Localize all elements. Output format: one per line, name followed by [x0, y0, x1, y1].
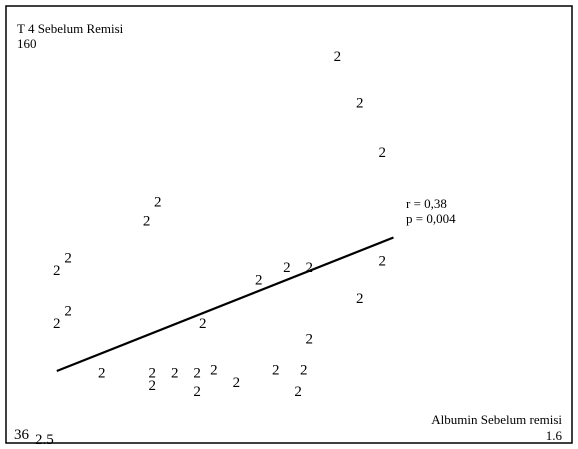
- data-point: 2: [154, 195, 162, 211]
- correlation-p-label: p = 0,004: [406, 211, 456, 226]
- data-point: 2: [193, 366, 201, 382]
- y-axis-max-label: 160: [17, 36, 37, 51]
- plot-frame: [5, 5, 573, 444]
- data-point: 2: [53, 316, 61, 332]
- data-point: 2: [210, 362, 218, 378]
- data-point: 2: [148, 378, 156, 394]
- data-point: 2: [356, 95, 364, 111]
- data-point: 2: [379, 145, 387, 161]
- data-point: 2: [98, 366, 106, 382]
- data-point: 2: [334, 49, 342, 65]
- data-point: 2: [306, 260, 314, 276]
- data-point: 2: [53, 263, 61, 279]
- data-point: 2: [148, 366, 156, 382]
- data-point: 2: [143, 213, 151, 229]
- data-point: 2: [193, 384, 201, 400]
- y-axis-title: T 4 Sebelum Remisi: [17, 21, 124, 36]
- regression-line: [56, 236, 394, 373]
- data-point: 2: [64, 251, 72, 267]
- data-point: 2: [294, 384, 302, 400]
- data-point: 2: [283, 260, 291, 276]
- x-axis-max-label: 1.6: [546, 428, 563, 443]
- data-point: 2: [272, 362, 280, 378]
- data-point: 2: [356, 291, 364, 307]
- data-point: 2: [233, 375, 241, 391]
- correlation-r-label: r = 0,38: [406, 196, 447, 211]
- data-point: 2: [306, 331, 314, 347]
- data-point: 2: [379, 254, 387, 270]
- y-axis-min-label: 36: [14, 427, 30, 443]
- data-point: 2: [171, 366, 179, 382]
- x-axis-title: Albumin Sebelum remisi: [431, 412, 562, 427]
- x-axis-min-label: 2.5: [35, 432, 54, 448]
- data-point: 2: [255, 272, 263, 288]
- data-point: 2: [199, 316, 207, 332]
- data-point: 2: [300, 362, 308, 378]
- data-point: 2: [64, 303, 72, 319]
